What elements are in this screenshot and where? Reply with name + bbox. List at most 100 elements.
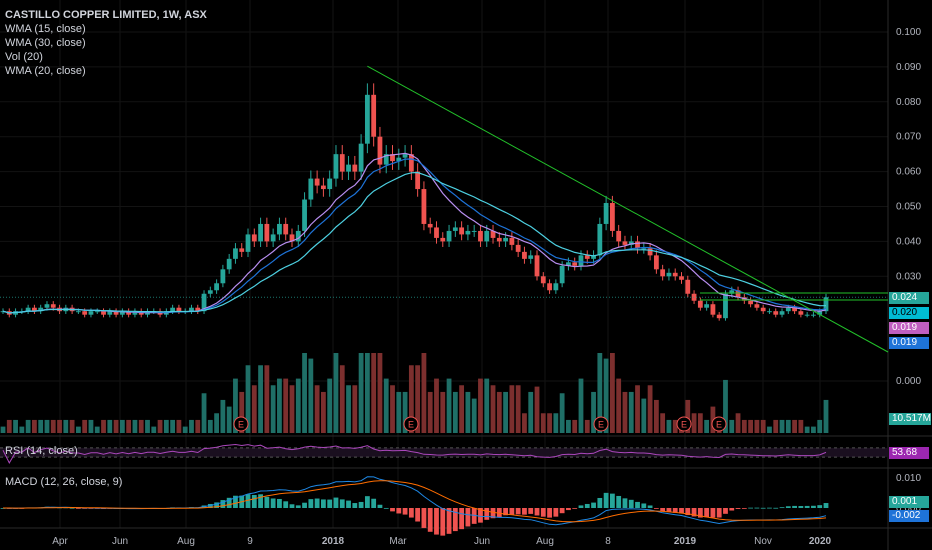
candle-body bbox=[207, 290, 213, 294]
volume-bar bbox=[270, 385, 276, 433]
volume-bar bbox=[101, 419, 106, 433]
volume-bar bbox=[496, 391, 502, 433]
candle-body bbox=[578, 255, 584, 266]
volume-bar bbox=[603, 358, 609, 433]
candles bbox=[0, 83, 829, 321]
macd-hist-bar bbox=[547, 508, 552, 518]
volume-bar bbox=[50, 419, 56, 433]
candle-body bbox=[660, 269, 666, 277]
macd-hist-bar bbox=[258, 494, 263, 508]
indicator-wma20-label[interactable]: WMA (20, close) bbox=[5, 65, 86, 77]
volume-bar bbox=[741, 419, 747, 433]
volume-bar bbox=[151, 426, 157, 433]
indicator-wma30-label[interactable]: WMA (30, close) bbox=[5, 37, 86, 49]
macd-hist-bar bbox=[471, 508, 477, 524]
macd-hist-bar bbox=[798, 505, 804, 508]
macd-legend[interactable]: MACD (12, 26, close, 9) bbox=[5, 476, 123, 488]
volume-bar bbox=[446, 378, 452, 433]
earnings-marker-label: E bbox=[681, 420, 687, 430]
macd-hist-bar bbox=[785, 506, 791, 508]
macd-hist-bar bbox=[270, 498, 276, 508]
macd-hist-bar bbox=[427, 508, 433, 532]
macd-hist-bar bbox=[603, 492, 609, 508]
candle-body bbox=[314, 178, 320, 186]
volume-bar bbox=[779, 419, 785, 433]
macd-hist-bar bbox=[748, 507, 754, 509]
candle-body bbox=[490, 230, 496, 238]
indicator-vol-label[interactable]: Vol (20) bbox=[5, 51, 43, 63]
candle-body bbox=[609, 203, 615, 231]
volume-bar bbox=[817, 419, 823, 433]
candle-body bbox=[748, 300, 754, 305]
price-axis-tick-label: 0.070 bbox=[896, 132, 921, 143]
candle-body bbox=[534, 255, 540, 277]
macd-hist-bar bbox=[402, 508, 408, 515]
earnings-marker: E bbox=[593, 416, 609, 432]
candle-body bbox=[289, 234, 295, 242]
volume-bar bbox=[189, 419, 194, 433]
volume-bar bbox=[704, 419, 710, 433]
candle-body bbox=[107, 311, 113, 315]
volume-bar bbox=[251, 385, 257, 433]
candle-body bbox=[383, 154, 389, 165]
volume-bar bbox=[459, 385, 465, 433]
macd-hist-bar bbox=[528, 508, 534, 514]
rsi-legend[interactable]: RSI (14, close) bbox=[5, 445, 78, 457]
macd-hist-bar bbox=[478, 508, 483, 523]
candle-body bbox=[672, 272, 678, 277]
macd-value-tag: -0.002 bbox=[889, 510, 929, 522]
price-axis-tick-label: 0.000 bbox=[896, 376, 921, 387]
last-price-tag: 0.024 bbox=[889, 292, 929, 304]
volume-bar bbox=[415, 365, 421, 433]
volume-bar bbox=[723, 379, 728, 433]
volume-bar bbox=[233, 378, 238, 433]
earnings-marker-circle bbox=[711, 416, 727, 432]
volume-bar bbox=[628, 391, 634, 433]
volume-bar bbox=[57, 419, 62, 433]
indicator-wma15-label[interactable]: WMA (15, close) bbox=[5, 23, 86, 35]
volume-bar bbox=[792, 419, 797, 433]
macd-hist-bar bbox=[534, 508, 540, 516]
macd-hist-bar bbox=[823, 503, 829, 508]
volume-bar bbox=[283, 378, 289, 433]
candle-body bbox=[176, 307, 182, 312]
candle-body bbox=[723, 293, 728, 319]
volume-bar bbox=[25, 419, 31, 433]
candle-body bbox=[785, 307, 791, 312]
macd-hist-bar bbox=[377, 504, 383, 508]
volume-bar bbox=[383, 378, 389, 433]
volume-bar bbox=[69, 419, 75, 433]
volume-bar bbox=[94, 426, 100, 433]
volume-bar bbox=[540, 413, 546, 433]
macd-axis-tick-label: 0.010 bbox=[896, 473, 921, 484]
macd-hist-bar bbox=[264, 496, 270, 508]
volume-bar bbox=[13, 419, 18, 433]
volume-bar bbox=[214, 413, 220, 433]
macd-hist-bar bbox=[509, 508, 515, 515]
time-axis-tick-label: Apr bbox=[52, 536, 68, 547]
candle-body bbox=[295, 230, 301, 242]
price-axis: 0.100 0.090 0.080 0.070 0.060 0.050 0.040 0.030… bbox=[896, 27, 921, 387]
volume-bar bbox=[660, 413, 666, 433]
macd-hist-bar bbox=[647, 505, 653, 508]
candle-body bbox=[427, 223, 433, 228]
volume-bar bbox=[503, 391, 508, 433]
volume-bar bbox=[371, 353, 377, 433]
chart-legend: CASTILLO COPPER LIMITED, 1W, ASX WMA (15… bbox=[5, 8, 207, 78]
time-axis-tick-label: 2018 bbox=[322, 536, 345, 547]
grid-lines bbox=[0, 0, 888, 528]
macd-hist-bar bbox=[295, 505, 301, 508]
chart-title[interactable]: CASTILLO COPPER LIMITED, 1W, ASX bbox=[5, 9, 207, 21]
candle-body bbox=[308, 178, 314, 200]
macd-hist-bar bbox=[308, 499, 314, 508]
volume-bar bbox=[170, 419, 176, 433]
volume-bar bbox=[465, 391, 471, 433]
volume-bar bbox=[691, 413, 697, 433]
volume-bar bbox=[754, 419, 760, 433]
macd-hist-bar bbox=[515, 508, 521, 515]
candle-body bbox=[503, 237, 508, 242]
volume-bar bbox=[327, 378, 333, 433]
macd-hist-bar bbox=[754, 507, 760, 509]
candle-body bbox=[119, 311, 125, 315]
